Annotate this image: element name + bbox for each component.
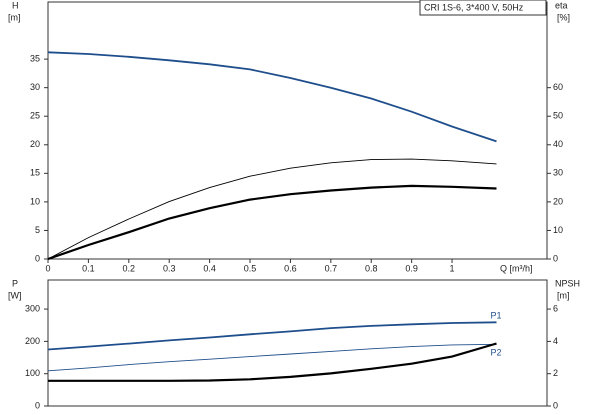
y2-tick-label: 40 bbox=[553, 139, 563, 149]
y-axis-unit: [m] bbox=[8, 12, 21, 22]
y2-tick-label: 6 bbox=[553, 303, 558, 313]
curve bbox=[48, 342, 497, 382]
plot-frame bbox=[47, 279, 548, 407]
y2-tick-label: 10 bbox=[553, 225, 563, 235]
y2-axis-title: NPSH bbox=[555, 278, 580, 288]
x-tick-label: 0.5 bbox=[244, 263, 257, 273]
y2-axis-unit: [%] bbox=[557, 12, 570, 22]
y-tick-label: 30 bbox=[30, 82, 40, 92]
plot-frame bbox=[47, 1, 548, 260]
curve bbox=[47, 51, 497, 143]
y2-tick-label: 20 bbox=[553, 196, 563, 206]
y2-tick-label: 60 bbox=[553, 82, 563, 92]
y-tick-label: 0 bbox=[35, 400, 40, 410]
y-tick-label: 15 bbox=[30, 168, 40, 178]
y2-tick-label: 30 bbox=[553, 168, 563, 178]
curve bbox=[47, 321, 497, 351]
y2-axis-unit: [m] bbox=[557, 290, 570, 300]
series-label: P1 bbox=[490, 311, 501, 321]
x-tick-label: 0.8 bbox=[365, 263, 378, 273]
y2-tick-label: 0 bbox=[553, 400, 558, 410]
y-tick-label: 200 bbox=[25, 336, 40, 346]
x-tick-label: 0.7 bbox=[325, 263, 338, 273]
y-tick-label: 35 bbox=[30, 53, 40, 63]
y2-tick-label: 50 bbox=[553, 111, 563, 121]
y2-tick-label: 2 bbox=[553, 368, 558, 378]
y-axis-unit: [W] bbox=[8, 290, 22, 300]
y2-axis-title: eta bbox=[555, 0, 568, 10]
curve bbox=[47, 343, 497, 372]
annotation-box bbox=[419, 0, 547, 16]
x-tick-label: 0 bbox=[45, 263, 50, 273]
y-tick-label: 5 bbox=[35, 225, 40, 235]
x-tick-label: 0.9 bbox=[405, 263, 418, 273]
y-tick-label: 25 bbox=[30, 111, 40, 121]
y2-tick-label: 0 bbox=[553, 253, 558, 263]
x-axis-title: Q [m³/h] bbox=[500, 263, 533, 273]
y2-tick-label: 4 bbox=[553, 336, 558, 346]
y-axis-title: H bbox=[12, 0, 19, 10]
curve bbox=[47, 184, 497, 261]
x-tick-label: 0.3 bbox=[163, 263, 176, 273]
x-tick-label: 0.6 bbox=[284, 263, 297, 273]
y-tick-label: 10 bbox=[30, 196, 40, 206]
x-tick-label: 0.1 bbox=[82, 263, 95, 273]
series-label: P2 bbox=[490, 348, 501, 358]
y-tick-label: 20 bbox=[30, 139, 40, 149]
x-tick-label: 0.4 bbox=[203, 263, 216, 273]
y-axis-title: P bbox=[12, 278, 18, 288]
y-tick-label: 300 bbox=[25, 303, 40, 313]
x-tick-label: 1 bbox=[450, 263, 455, 273]
annotation: CRI 1S-6, 3*400 V, 50Hz bbox=[424, 2, 524, 12]
curve bbox=[47, 158, 497, 260]
y-tick-label: 100 bbox=[25, 368, 40, 378]
x-tick-label: 0.2 bbox=[123, 263, 136, 273]
y-tick-label: 0 bbox=[35, 253, 40, 263]
